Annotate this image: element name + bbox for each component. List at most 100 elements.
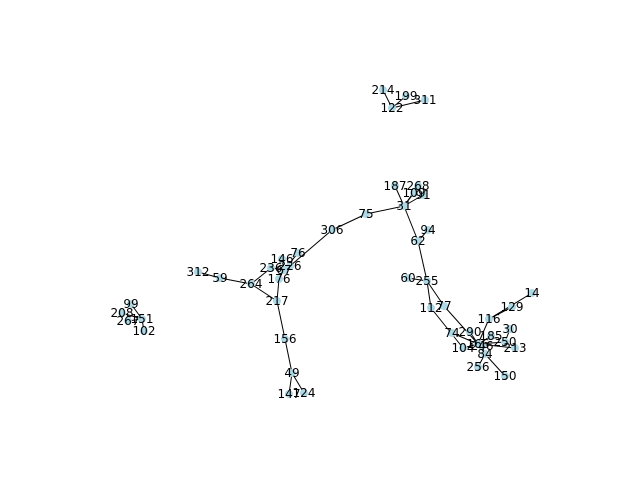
node-208 [118,309,126,317]
node-256 [474,363,482,371]
node-label-84: 84 [477,347,492,361]
node-label-62: 62 [410,234,425,248]
node-226 [286,262,294,270]
edge-217-156 [276,300,286,340]
edge-31-75 [365,205,405,215]
node-label-49: 49 [284,366,299,380]
edge-75-306 [331,213,367,231]
node-label-102: 102 [133,324,156,338]
node-label-75: 75 [358,207,373,221]
edge-311-122 [391,99,426,109]
node-label-91: 91 [415,188,430,202]
node-214 [379,86,387,94]
node-label-94: 94 [420,223,435,237]
node-312 [194,268,202,276]
node-label-226: 226 [279,259,302,273]
node-67 [280,266,288,274]
node-label-104: 104 [452,341,475,355]
edge-306-226 [289,229,333,267]
node-30 [506,325,514,333]
node-116 [485,315,493,323]
node-label-31: 31 [396,199,411,213]
node-label-150: 150 [494,369,517,383]
node-91 [419,191,427,199]
node-label-246: 246 [471,339,494,353]
node-250 [501,338,509,346]
node-label-187: 187 [384,179,407,193]
node-151 [138,315,146,323]
node-label-59: 59 [212,271,227,285]
nodes-layer [118,86,536,398]
edge-156-49 [284,338,293,374]
edge-74-166 [451,332,479,345]
node-label-99: 99 [123,297,138,311]
node-label-290: 290 [459,325,482,339]
node-268 [414,182,422,190]
node-label-208: 208 [111,306,134,320]
node-264 [247,280,255,288]
edge-255-77 [426,280,445,307]
node-label-217: 217 [266,294,289,308]
node-label-147: 147 [278,387,301,401]
node-label-129: 129 [501,300,524,314]
node-76 [294,249,302,257]
node-label-236: 236 [260,261,283,275]
node-label-311: 311 [414,93,437,107]
node-84 [481,350,489,358]
edge-77-166 [443,305,479,345]
node-label-214: 214 [372,83,395,97]
node-label-30: 30 [502,322,517,336]
node-label-250: 250 [494,335,517,349]
node-311 [421,96,429,104]
edge-112-104 [430,307,464,349]
node-label-124: 124 [293,386,316,400]
node-label-14: 14 [524,286,539,300]
node-label-255: 255 [416,274,439,288]
edge-129-116 [488,306,513,320]
node-label-267: 267 [117,314,140,328]
node-31 [400,202,408,210]
node-185 [487,332,495,340]
node-label-176: 176 [268,272,291,286]
node-176 [275,275,283,283]
node-60 [404,274,412,282]
node-label-185: 185 [480,329,503,343]
node-59 [216,274,224,282]
node-label-151: 151 [131,312,154,326]
node-129 [508,303,516,311]
node-77 [440,302,448,310]
node-213 [511,344,519,352]
node-147 [285,390,293,398]
node-label-74: 74 [444,326,459,340]
node-146 [278,255,286,263]
node-150 [501,372,509,380]
node-label-312: 312 [187,265,210,279]
node-124 [300,389,308,397]
node-label-76: 76 [290,246,305,260]
node-62 [414,237,422,245]
node-199 [402,92,410,100]
node-label-146: 146 [271,252,294,266]
node-label-77: 77 [436,299,451,313]
edge-84-150 [484,353,506,377]
node-label-306: 306 [321,223,344,237]
node-label-264: 264 [240,277,263,291]
edge-31-62 [403,205,419,242]
node-label-156: 156 [274,332,297,346]
node-306 [328,226,336,234]
node-236 [267,264,275,272]
node-label-166: 166 [467,337,490,351]
node-109 [410,189,418,197]
node-122 [388,104,396,112]
node-label-256: 256 [467,360,490,374]
edge-264-217 [250,283,278,302]
node-166 [474,340,482,348]
node-255 [423,277,431,285]
node-112 [427,304,435,312]
node-156 [281,335,289,343]
edge-255-112 [426,280,432,309]
node-49 [288,369,296,377]
node-label-109: 109 [403,186,426,200]
